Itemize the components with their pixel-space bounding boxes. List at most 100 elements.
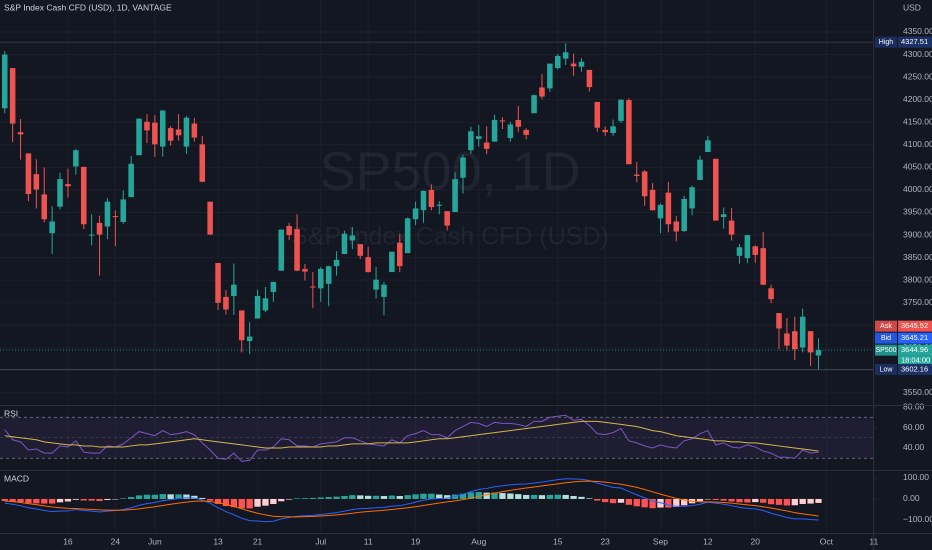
candle-body (468, 131, 474, 151)
histogram-bar (562, 494, 569, 499)
tag-label: Low (880, 366, 894, 373)
tag-value-box (898, 344, 932, 356)
candle-body (476, 136, 482, 139)
histogram-bar (665, 498, 672, 508)
tag-label-box (875, 363, 897, 375)
candle-body (507, 124, 514, 139)
histogram-bar (491, 492, 498, 499)
candle-body (626, 100, 632, 165)
y-tick-label: 3950.00 (903, 207, 932, 217)
candle-body (57, 179, 63, 207)
y-tick-label: 80.00 (903, 401, 925, 411)
histogram-bar (48, 498, 56, 504)
histogram-bar (799, 498, 806, 504)
histogram-bar (64, 498, 72, 502)
y-tick-label: 3550.00 (903, 387, 932, 397)
candle-body (262, 298, 269, 311)
watermark-subtitle: S&P Index Cash CFD (USD) (291, 223, 609, 251)
candle-body (523, 129, 529, 135)
histogram-bar (56, 498, 64, 503)
histogram-bar (570, 496, 577, 499)
x-tick-label: Jun (148, 536, 162, 546)
histogram-bar (357, 495, 364, 499)
x-tick-label: Aug (471, 536, 486, 546)
candle-body (136, 118, 142, 156)
candle-body (491, 119, 498, 142)
countdown-box (898, 355, 932, 366)
tag-value: 3644.96 (901, 345, 928, 354)
candle-body (404, 218, 411, 254)
histogram-bar (475, 492, 482, 499)
histogram-bar (712, 498, 719, 501)
candle-body (681, 198, 687, 231)
x-tick-label: 20 (751, 536, 761, 546)
candle-body (728, 220, 735, 235)
candle-body (223, 296, 229, 310)
y-tick-label: 4350.00 (903, 26, 932, 36)
candle-body (776, 313, 782, 329)
candle-body (420, 190, 427, 211)
histogram-bar (775, 498, 783, 505)
candle-body (128, 163, 134, 198)
histogram-bar (214, 498, 222, 504)
candle-body (713, 158, 719, 221)
y-tick-label: 4250.00 (903, 71, 932, 81)
histogram-bar (720, 498, 727, 501)
x-tick-label: 21 (253, 536, 263, 546)
histogram-bar (325, 497, 332, 499)
histogram-bar (17, 498, 24, 503)
y-tick-label: 4300.00 (903, 49, 932, 59)
candle-body (333, 259, 340, 267)
tag-label-box (875, 320, 897, 332)
candle-body (365, 257, 371, 273)
histogram-bar (546, 494, 554, 499)
candle-body (483, 142, 490, 149)
histogram-bar (167, 494, 174, 499)
candle-body (807, 331, 814, 353)
histogram-bar (657, 498, 664, 508)
y-tick-label: 3900.00 (903, 229, 932, 239)
candle-body (152, 122, 158, 145)
histogram-bar (183, 494, 190, 499)
candle-body (199, 144, 206, 182)
candle-body (325, 266, 332, 284)
tag-label-box (875, 332, 897, 344)
candle-body (381, 284, 387, 297)
histogram-bar (515, 494, 522, 499)
histogram-bar (380, 496, 388, 499)
candle-body (310, 286, 316, 288)
candle-body (238, 310, 245, 341)
histogram-bar (246, 498, 253, 509)
tag-label: High (879, 39, 894, 46)
candle-body (317, 268, 324, 289)
indicator-line (4, 420, 819, 452)
histogram-bar (420, 493, 427, 499)
currency-label: USD (903, 2, 921, 12)
candle-body (167, 128, 174, 141)
watermark: SP500, 1D (319, 141, 580, 201)
histogram-bar (175, 494, 182, 499)
histogram-bar (594, 498, 601, 501)
histogram-bar (112, 498, 119, 500)
tag-label-box (875, 36, 897, 48)
histogram-bar (467, 492, 475, 499)
price-tags: High 4327.51 Ask 3645.52 Bid 3645.21 SP500 3644… (875, 36, 932, 375)
candle-body (562, 52, 569, 59)
y-tick-label: −100.00 (903, 514, 932, 524)
histogram-bar (507, 493, 514, 499)
tag-label-box (875, 344, 897, 356)
candle-body (752, 246, 759, 255)
candle-body (705, 140, 711, 153)
candle-body (720, 214, 727, 218)
histogram-bar (815, 498, 822, 503)
x-tick-label: 23 (600, 536, 610, 546)
tag-value-box (898, 320, 932, 332)
tag-value-box (898, 332, 932, 344)
histogram-bar (586, 498, 593, 499)
x-tick-label: Sep (653, 536, 668, 546)
histogram-bar (159, 494, 166, 499)
histogram-bar (538, 495, 546, 499)
candle-body (436, 204, 443, 206)
histogram-bar (752, 498, 759, 503)
